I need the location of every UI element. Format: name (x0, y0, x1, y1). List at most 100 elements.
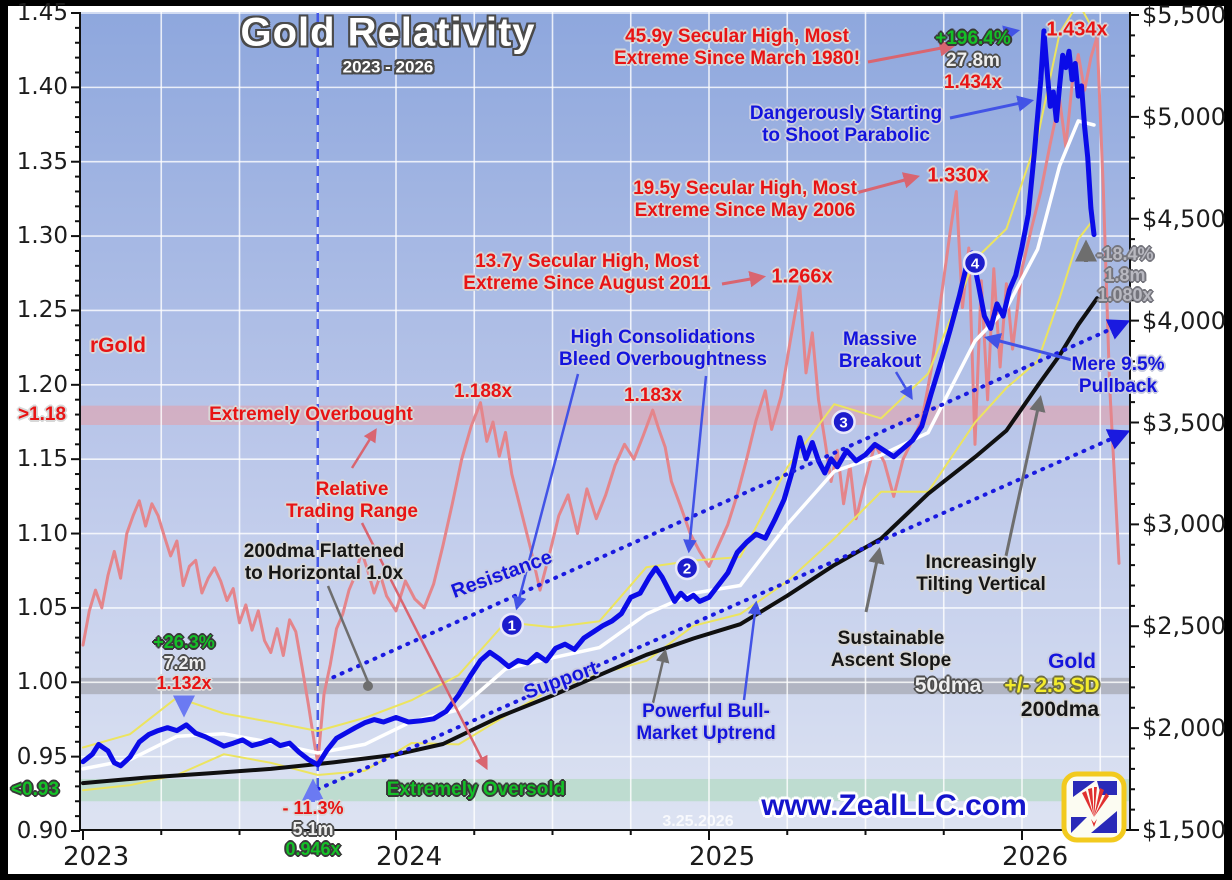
plot-area (80, 12, 1130, 830)
annotation-secular-high-13y: 13.7y Secular High, Most Extreme Since Au… (463, 251, 710, 295)
pointer-200dma-flattened (326, 585, 370, 683)
left-axis-tick-label: 1.05 (16, 594, 68, 621)
watermark-url: www.ZealLLC.com (761, 789, 1027, 822)
rgold-line (81, 35, 1121, 765)
annotation-bull-market-uptrend-line: Market Uptrend (636, 723, 776, 744)
legend-50dma-line: 50dma (914, 673, 982, 697)
annotation-secular-high-19y: 19.5y Secular High, Most Extreme Since Ma… (633, 178, 857, 222)
consolidation-marker-1: 1 (499, 612, 525, 638)
svg-text:2: 2 (683, 560, 691, 577)
legend-gold: Gold (1048, 650, 1096, 674)
right-axis-tick-label: $3,000 (1142, 510, 1226, 539)
annotation-tilting-vertical-line: Increasingly (925, 552, 1037, 574)
left-axis-tick-label: 1.25 (16, 297, 68, 324)
annotation-relative-trading-range-line: Trading Range (286, 501, 418, 522)
left-axis-tick-label: 1.40 (16, 74, 68, 101)
label-support-line: Support (521, 657, 601, 704)
left-axis-tick-label: 1.10 (16, 520, 68, 547)
left-axis-tick-label: 1.20 (16, 371, 68, 398)
stat-block-2023-low-line: 0.946x (285, 839, 341, 860)
stat-block-2023-rally-line: 1.132x (156, 673, 212, 694)
stat-block-gold-gain-line: +196.4% (935, 28, 1011, 50)
annotation-mere-pullback-line: Mere 9.5% (1071, 354, 1165, 376)
annotation-200dma-flattened-line: 200dma Flattened (243, 541, 405, 563)
arrow-ascent-slope (651, 648, 670, 704)
right-axis-tick-label: $2,500 (1142, 612, 1226, 641)
right-axis-tick-label: $5,500 (1142, 1, 1226, 29)
annotation-secular-high-45y-line: Extreme Since March 1980! (613, 48, 861, 69)
sd-upper-line (82, 12, 1095, 749)
left-axis-tick-label: 0.90 (16, 817, 68, 844)
annotation-tilting-vertical-line: Tilting Vertical (916, 574, 1046, 595)
legend-rgold-line: rGold (90, 333, 146, 357)
right-axis-tick-label: $4,500 (1142, 204, 1226, 233)
label-resistance-line: Resistance (448, 546, 556, 603)
arrow-consolidation-2 (683, 375, 708, 554)
stat-block-2023-rally-line: 7.2m (163, 652, 205, 673)
x-axis-year-label: 2026 (1002, 842, 1069, 872)
arrow-tilting-2 (1004, 394, 1046, 557)
chart-date-stamp: 3.25.2026 (662, 813, 734, 830)
label-lt-093: <0.93 (11, 779, 59, 801)
extremely-overbought-band (80, 405, 1130, 425)
annotation-200dma-flattened-line: to Horizontal 1.0x (244, 563, 404, 584)
arrow-parabolic (949, 95, 1035, 120)
stat-block-2023-low-line: - 11.3% (282, 797, 344, 818)
x-axis-year-label: 2025 (689, 842, 756, 872)
support-trendline (315, 429, 1131, 792)
label-1330x: 1.330x (927, 165, 988, 188)
consolidation-marker-2: 2 (674, 555, 700, 581)
svg-text:1: 1 (508, 618, 516, 635)
legend-200dma-line: 200dma (1020, 697, 1100, 721)
stat-block-pullback-line: 1.8m (1104, 264, 1146, 285)
label-1183x-line: 1.183x (623, 385, 683, 407)
annotation-ascent-slope-line: Sustainable (837, 628, 945, 650)
band-label-oversold: Extremely Oversold (387, 779, 565, 801)
stat-block-pullback: -18.4% 1.8m 1.080x (1096, 244, 1153, 306)
axes (71, 12, 1139, 840)
legend-50dma: 50dma (915, 674, 982, 698)
legend-200dma: 200dma (1021, 698, 1099, 722)
arrow-trading-range-up (350, 428, 377, 469)
x-axis-year-label: 2023 (63, 842, 130, 872)
stat-block-2023-rally-line: +26.3% (153, 631, 215, 652)
annotation-ascent-slope-line: Ascent Slope (830, 650, 952, 671)
label-gt-118-line: >1.18 (17, 404, 67, 426)
left-axis-tick-label: 1.15 (16, 446, 68, 473)
annotation-parabolic: Dangerously Starting to Shoot Parabolic (750, 103, 942, 147)
svg-text:4: 4 (971, 255, 980, 272)
annotation-relative-trading-range-line: Relative (315, 479, 389, 501)
stat-block-2023-low-line: 5.1m (292, 818, 334, 839)
label-support: Support (521, 657, 601, 705)
annotation-mere-pullback-line: Pullback (1078, 376, 1158, 397)
annotation-secular-high-13y-line: 13.7y Secular High, Most (475, 251, 699, 273)
arrow-consolidation-1 (512, 373, 580, 611)
x-axis-year-label: 2024 (376, 842, 443, 872)
label-1188x: 1.188x (454, 381, 512, 403)
legend-rgold: rGold (90, 334, 146, 358)
annotation-secular-high-13y-line: Extreme Since August 2011 (463, 273, 711, 294)
chart-title-block: Gold Relativity 2023 - 2026 (240, 11, 535, 78)
stat-block-gold-gain-line: 27.8m (946, 50, 1000, 72)
left-axis-tick-label: 1.00 (16, 669, 68, 696)
left-axis-tick-label: 1.35 (16, 148, 68, 175)
annotation-secular-high-19y-line: Extreme Since May 2006 (634, 200, 856, 221)
arrow-stats-to-peak (987, 25, 1021, 42)
page-title: Gold Relativity (240, 10, 536, 55)
stat-block-pullback-line: 1.080x (1097, 285, 1153, 306)
consolidation-marker-4: 4 (962, 250, 988, 276)
label-1330x-line: 1.330x (927, 164, 989, 187)
right-axis-tick-label: $2,000 (1142, 714, 1226, 743)
stat-block-2023-rally: +26.3% 7.2m 1.132x (153, 632, 215, 694)
right-axis-tick-label: $5,000 (1142, 102, 1226, 131)
annotation-massive-breakout-line: Breakout (838, 351, 922, 372)
annotation-mere-pullback: Mere 9.5% Pullback (1072, 354, 1165, 398)
arrow-bull-uptrend (742, 600, 762, 701)
svg-text:3: 3 (839, 414, 847, 431)
label-lt-093-line: <0.93 (10, 779, 60, 801)
annotation-relative-trading-range: Relative Trading Range (286, 479, 418, 523)
